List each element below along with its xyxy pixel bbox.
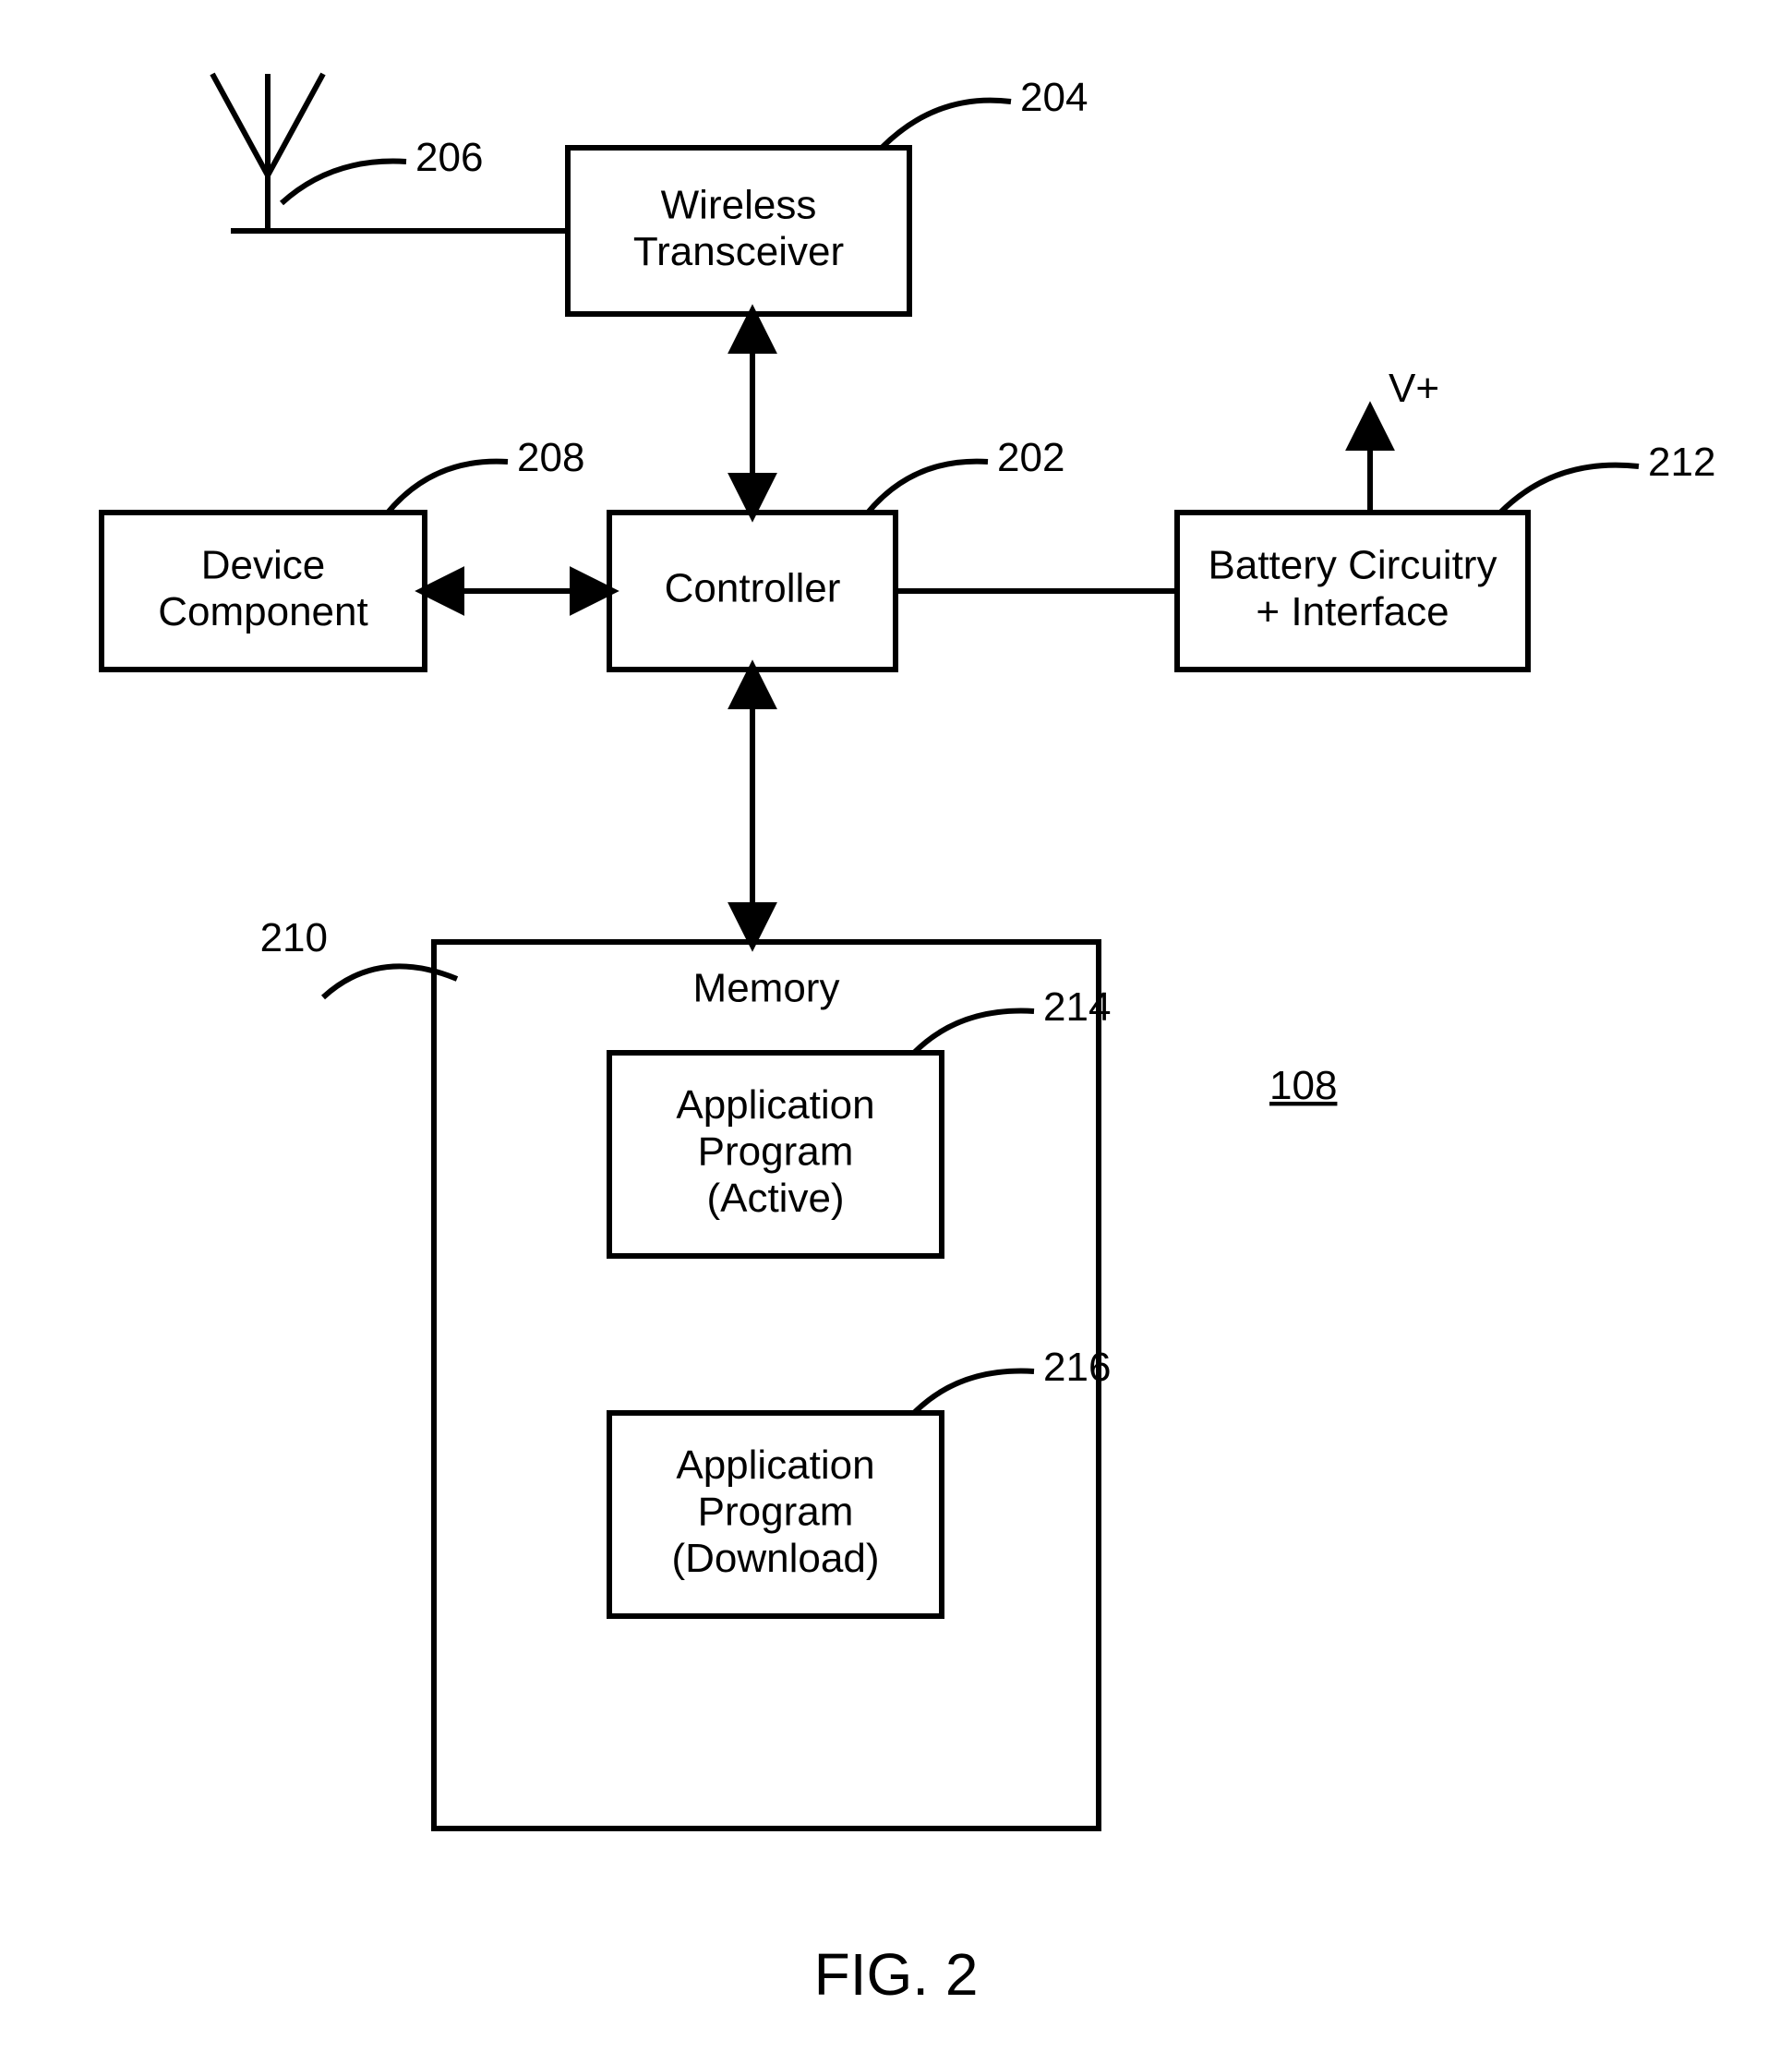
ref-number: 214 <box>1043 984 1111 1030</box>
block-diagram: WirelessTransceiver Controller DeviceCompo… <box>0 0 1792 2052</box>
figure-caption: FIG. 2 <box>814 1941 979 2008</box>
ref-leader <box>868 462 988 513</box>
ref-leader <box>282 162 406 203</box>
battery-circuitry-label: Battery Circuitry <box>1209 542 1497 587</box>
wireless-transceiver-label: Wireless <box>661 182 817 227</box>
app-program-active-label: Program <box>698 1129 854 1175</box>
ref-number: 210 <box>260 915 328 960</box>
memory-label: Memory <box>693 965 840 1010</box>
ref-leader <box>388 462 508 513</box>
app-program-active-label: Application <box>676 1082 874 1128</box>
device-component-label: Component <box>158 589 367 634</box>
ref-number: 202 <box>997 435 1064 480</box>
controller-label: Controller <box>665 566 841 611</box>
battery-circuitry-label: + Interface <box>1256 589 1449 634</box>
app-program-download-label: Program <box>698 1490 854 1535</box>
ref-number: 212 <box>1648 440 1715 485</box>
vplus-label: V+ <box>1389 366 1439 411</box>
wireless-transceiver-label: Transceiver <box>633 229 844 274</box>
ref-leader <box>882 101 1011 148</box>
app-program-download-label: Application <box>676 1442 874 1488</box>
ref-number: 208 <box>517 435 584 480</box>
ref-number: 216 <box>1043 1345 1111 1390</box>
app-program-download-label: (Download) <box>672 1536 880 1581</box>
ref-number: 206 <box>415 135 483 180</box>
app-program-active-label: (Active) <box>706 1176 844 1221</box>
figure-ref: 108 <box>1269 1063 1337 1108</box>
ref-number: 204 <box>1020 75 1088 120</box>
device-component-label: Device <box>201 542 326 587</box>
ref-leader <box>1500 465 1639 513</box>
